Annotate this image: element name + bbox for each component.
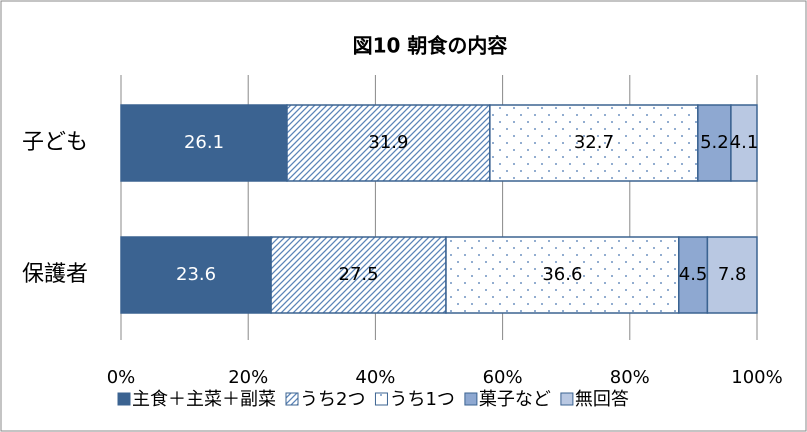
legend-label: うち2つ [300, 389, 365, 410]
x-tick-label: 100% [731, 367, 782, 388]
data-label: 5.2 [700, 132, 729, 153]
data-label: 7.8 [718, 264, 747, 285]
bar-segment [697, 104, 732, 182]
legend-label: 菓子など [479, 389, 551, 410]
x-tick-label: 40% [355, 367, 395, 388]
bar-segment [120, 236, 272, 314]
chart-title: 図10 朝食の内容 [353, 34, 508, 58]
data-label: 23.6 [176, 264, 216, 285]
legend-label: 無回答 [575, 389, 629, 410]
legend-label: うち1つ [389, 389, 454, 410]
bar-segment [678, 236, 709, 314]
legend-swatch [117, 392, 131, 406]
legend-swatch [285, 392, 299, 406]
bar-segment [730, 104, 758, 182]
data-label: 4.1 [730, 132, 759, 153]
x-tick-label: 60% [483, 367, 523, 388]
category-label: 保護者 [22, 262, 88, 287]
data-label: 27.5 [339, 264, 379, 285]
x-tick-label: 0% [107, 367, 136, 388]
bar-segment [270, 236, 447, 314]
data-label: 36.6 [542, 264, 582, 285]
legend-swatch [374, 392, 388, 406]
bar-segment [489, 104, 699, 182]
bar-segment [706, 236, 758, 314]
legend-swatch [560, 392, 574, 406]
x-tick-label: 80% [610, 367, 650, 388]
x-tick-label: 20% [228, 367, 268, 388]
legend-label: 主食＋主菜＋副菜 [132, 389, 276, 410]
legend-swatch [464, 392, 478, 406]
bar-segment [445, 236, 680, 314]
data-label: 32.7 [574, 132, 614, 153]
data-label: 31.9 [368, 132, 408, 153]
data-label: 26.1 [184, 132, 224, 153]
data-label: 4.5 [679, 264, 708, 285]
category-label: 子ども [22, 130, 88, 155]
